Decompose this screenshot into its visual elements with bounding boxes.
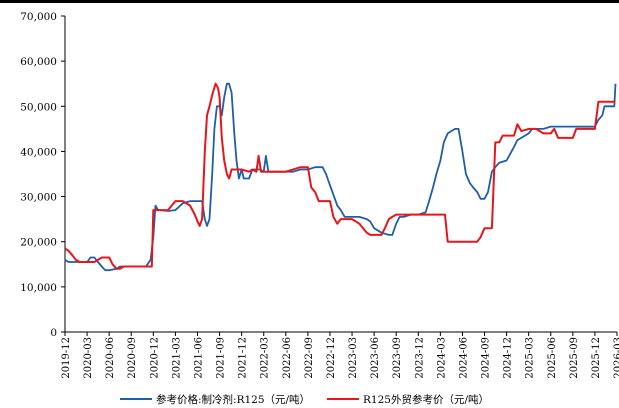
x-tick-label: 2020-03 (83, 337, 94, 379)
x-tick-label: 2024-12 (503, 337, 514, 379)
series-line-2 (64, 82, 616, 270)
x-tick-label: 2023-09 (392, 337, 403, 379)
x-tick-label: 2022-09 (304, 337, 315, 379)
x-tick-label: 2023-12 (414, 337, 425, 379)
x-tick-label: 2021-03 (171, 337, 182, 379)
x-tick-label: 2022-06 (282, 337, 293, 379)
x-tick-label: 2025-03 (525, 337, 536, 379)
x-tick-label: 2019-12 (61, 337, 72, 379)
y-tick-label: 50,000 (20, 101, 57, 113)
x-axis: 2019-12 2020-03 2020-06 2020-09 2020-12 2021-… (61, 331, 619, 379)
x-tick-label: 2024-06 (458, 337, 469, 379)
x-tick-label: 2022-03 (260, 337, 271, 379)
x-tick-label: 2023-06 (370, 337, 381, 379)
y-tick-label: 40,000 (20, 146, 57, 158)
series-line-1 (64, 82, 617, 272)
x-tick-label: 2024-09 (481, 337, 492, 379)
x-tick-label: 2022-12 (326, 337, 337, 379)
x-tick-label: 2021-09 (216, 337, 227, 379)
x-tick-label: 2020-06 (105, 337, 116, 379)
y-tick-label: 60,000 (20, 56, 57, 68)
x-tick-label: 2024-03 (436, 337, 447, 379)
legend-label-1: 参考价格:制冷剂:R125（元/吨） (156, 393, 310, 406)
x-tick-label: 2025-12 (591, 337, 602, 379)
x-tick-label: 2020-12 (149, 337, 160, 379)
x-tick-label: 2025-06 (547, 337, 558, 379)
top-border (0, 0, 619, 3)
y-tick-label: 30,000 (20, 192, 57, 204)
y-axis: 0 10,000 20,000 30,000 40,000 50,000 60,000 70,… (20, 11, 66, 339)
x-tick-label: 2025-09 (569, 337, 580, 379)
x-tick-label: 2023-03 (348, 337, 359, 379)
y-tick-label: 20,000 (20, 237, 57, 249)
legend-label-2: R125外贸参考价（元/吨） (363, 393, 489, 406)
y-tick-label: 10,000 (20, 282, 57, 294)
legend: 参考价格:制冷剂:R125（元/吨） R125外贸参考价（元/吨） (120, 393, 489, 406)
x-tick-label: 2020-09 (127, 337, 138, 379)
y-tick-label: 0 (50, 327, 57, 339)
x-tick-label: 2021-06 (193, 337, 204, 379)
series-lines (64, 82, 617, 272)
x-tick-label: 2021-12 (238, 337, 249, 379)
x-tick-label: 2026-03 (613, 337, 619, 379)
y-tick-label: 70,000 (20, 11, 57, 23)
